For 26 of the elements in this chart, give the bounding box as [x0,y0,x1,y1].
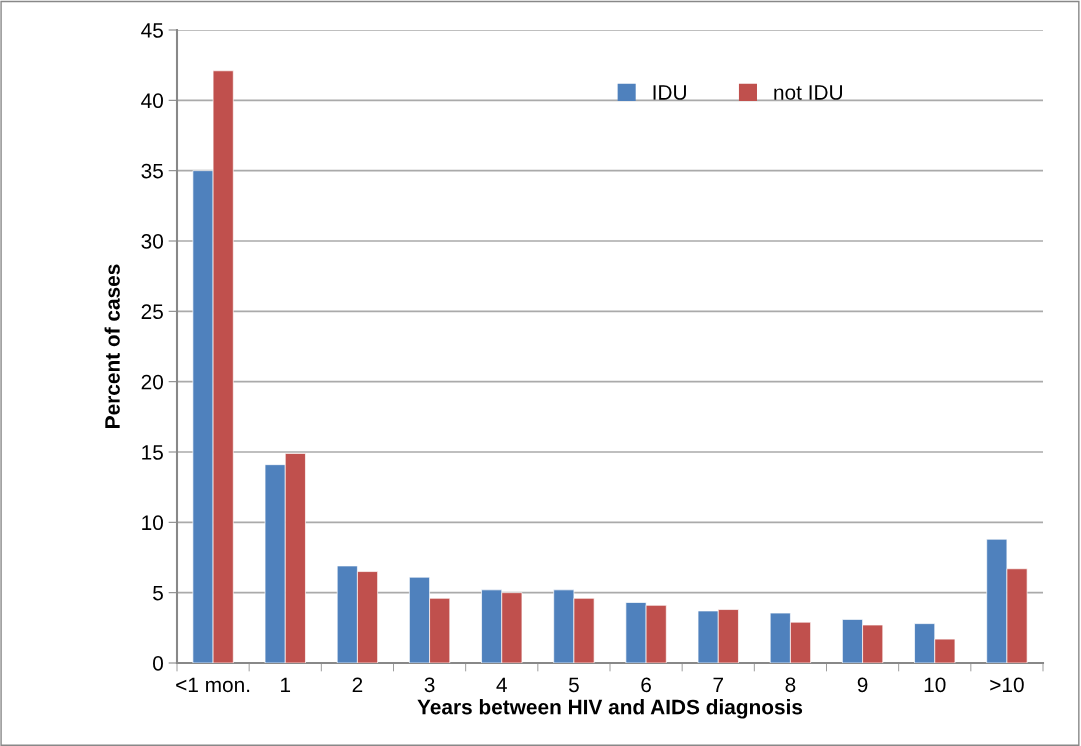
x-tick-label: 6 [641,677,651,693]
y-tick-label: 35 [141,163,163,179]
y-tick-label: 15 [142,445,163,460]
x-tick-label: 10 [924,677,946,693]
y-tick-label: 0 [153,656,163,671]
legend-label: IDU [653,85,686,100]
x-tick-label: 9 [857,677,868,693]
y-tick-label: 5 [153,585,163,601]
x-tick-label: 2 [352,677,363,692]
y-tick-label: 40 [141,93,163,109]
x-tick-label: 3 [424,677,435,693]
y-axis-title: Percent of cases [104,264,120,428]
x-axis-title: Years between HIV and AIDS diagnosis [417,699,803,719]
y-tick-label: 30 [141,234,163,249]
y-tick-label: 25 [141,304,163,320]
x-tick-label: 8 [785,677,796,693]
x-tick-label: 4 [496,677,507,692]
y-tick-label: 45 [141,23,163,38]
x-tick-label: 7 [713,677,723,692]
x-tick-label: >10 [990,677,1024,693]
y-tick-label: 10 [142,515,163,531]
legend-label: not IDU [774,85,842,100]
x-tick-label: 1 [281,677,291,692]
y-tick-label: 20 [141,374,163,390]
x-tick-label: <1 mon. [176,677,250,693]
x-tick-label: 5 [568,677,579,693]
